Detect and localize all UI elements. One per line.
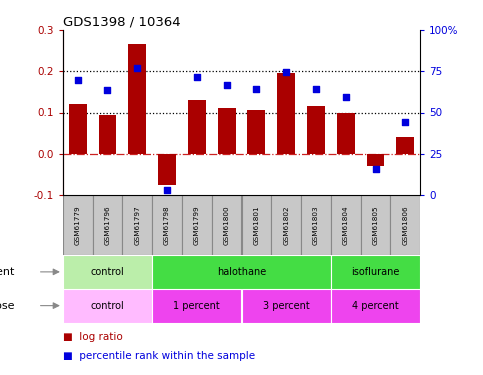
Bar <box>218 108 236 154</box>
Text: control: control <box>91 267 124 277</box>
Point <box>372 166 380 172</box>
Bar <box>242 289 331 322</box>
Bar <box>397 137 414 154</box>
Text: GSM61800: GSM61800 <box>224 205 229 245</box>
Bar <box>212 195 242 255</box>
Bar <box>331 289 420 322</box>
Bar <box>128 45 146 154</box>
Bar <box>152 195 182 255</box>
Text: GSM61796: GSM61796 <box>104 205 111 245</box>
Bar <box>271 195 301 255</box>
Text: GSM61801: GSM61801 <box>254 205 259 245</box>
Text: GSM61803: GSM61803 <box>313 205 319 245</box>
Point <box>342 94 350 100</box>
Bar <box>307 106 325 154</box>
Text: GSM61799: GSM61799 <box>194 205 200 245</box>
Bar <box>367 154 384 166</box>
Point <box>223 82 230 88</box>
Bar <box>361 195 390 255</box>
Point <box>74 76 82 82</box>
Text: GSM61798: GSM61798 <box>164 205 170 245</box>
Bar <box>301 195 331 255</box>
Text: isoflurane: isoflurane <box>351 267 400 277</box>
Point <box>282 69 290 75</box>
Bar <box>63 255 152 289</box>
Bar <box>63 195 93 255</box>
Bar <box>337 112 355 154</box>
Point <box>253 86 260 92</box>
Text: ■  percentile rank within the sample: ■ percentile rank within the sample <box>63 351 255 361</box>
Bar <box>69 104 86 154</box>
Text: 3 percent: 3 percent <box>263 301 310 310</box>
Bar <box>122 195 152 255</box>
Bar <box>331 195 361 255</box>
Bar <box>247 110 265 154</box>
Bar <box>99 115 116 154</box>
Text: ■  log ratio: ■ log ratio <box>63 333 123 342</box>
Bar <box>242 195 271 255</box>
Bar <box>390 195 420 255</box>
Text: halothane: halothane <box>217 267 266 277</box>
Point <box>193 74 201 80</box>
Bar <box>63 289 152 322</box>
Text: GSM61779: GSM61779 <box>75 205 81 245</box>
Text: GSM61797: GSM61797 <box>134 205 140 245</box>
Point <box>104 87 112 93</box>
Text: GSM61802: GSM61802 <box>283 205 289 245</box>
Point <box>133 65 141 71</box>
Text: agent: agent <box>0 267 14 277</box>
Point <box>401 119 409 125</box>
Text: 1 percent: 1 percent <box>173 301 220 310</box>
Bar <box>158 154 176 185</box>
Point <box>163 187 171 193</box>
Bar <box>152 255 331 289</box>
Text: GDS1398 / 10364: GDS1398 / 10364 <box>63 16 181 29</box>
Point <box>312 86 320 92</box>
Bar <box>188 100 206 154</box>
Text: GSM61804: GSM61804 <box>343 205 349 245</box>
Text: dose: dose <box>0 301 14 310</box>
Bar <box>277 74 295 154</box>
Bar <box>152 289 242 322</box>
Text: GSM61805: GSM61805 <box>372 205 379 245</box>
Text: 4 percent: 4 percent <box>352 301 399 310</box>
Bar <box>331 255 420 289</box>
Text: GSM61806: GSM61806 <box>402 205 408 245</box>
Text: control: control <box>91 301 124 310</box>
Bar <box>93 195 122 255</box>
Bar <box>182 195 212 255</box>
